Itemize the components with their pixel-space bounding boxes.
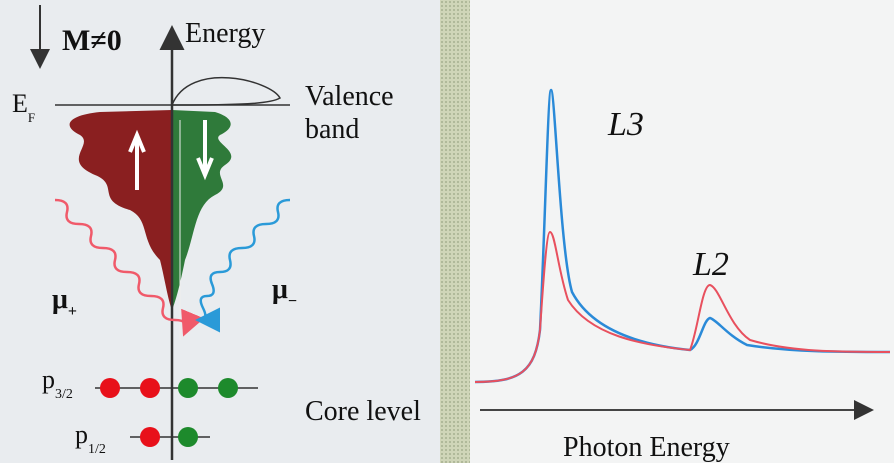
fermi-label: EF [12, 89, 35, 125]
right-panel [470, 0, 894, 463]
p32-sub: 3/2 [55, 387, 73, 402]
mu-plus-wave [54, 198, 205, 337]
l2-label: L2 [692, 246, 729, 283]
p12-main: p [75, 420, 88, 449]
p12-label: p1/2 [75, 420, 106, 457]
fermi-sub: F [28, 110, 35, 125]
spin-up-band [69, 110, 172, 310]
l3-label: L3 [607, 106, 644, 143]
mu-minus-label: μ− [272, 274, 297, 310]
core-level-label: Core level [305, 396, 421, 427]
magnetization-label: M≠0 [62, 24, 122, 57]
mu-plus-label: μ+ [52, 284, 77, 320]
p32-main: p [42, 365, 55, 394]
spin-down-band [172, 110, 232, 310]
energy-label: Energy [185, 18, 265, 49]
spin-down-arrow [196, 120, 214, 181]
fermi-main: E [12, 89, 28, 118]
spin-up-arrow [128, 129, 146, 190]
mu-minus-main: μ [272, 274, 288, 305]
valence-label-2: band [305, 114, 359, 145]
valence-label-1: Valence [305, 81, 394, 112]
spectrum-mu-plus [474, 230, 891, 383]
separator [440, 0, 470, 463]
mu-minus-wave [195, 198, 291, 333]
p32-label: p3/2 [42, 365, 73, 402]
mu-plus-sub: + [68, 303, 77, 320]
mu-minus-sub: − [288, 293, 297, 310]
mu-plus-main: μ [52, 284, 68, 315]
electrons [100, 378, 238, 447]
x-axis-label: Photon Energy [563, 432, 730, 463]
p12-sub: 1/2 [88, 442, 106, 457]
